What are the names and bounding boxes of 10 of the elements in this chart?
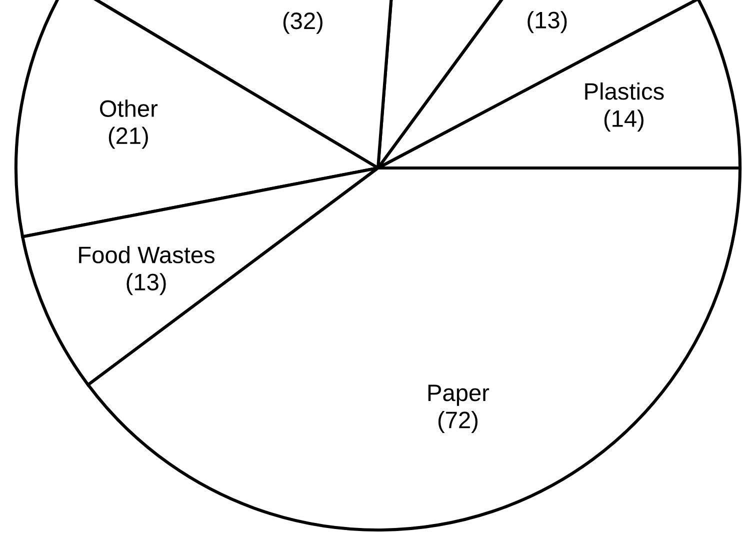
data-label: (72) [438,411,478,434]
data-label: (13) [126,273,166,296]
slice-label: Other [100,100,158,118]
data-label: (14) [604,110,644,132]
slice-label: Plastics [585,82,664,100]
data-label: (21) [108,126,148,149]
data-label: (32) [283,12,322,34]
data-label: (13) [528,11,567,34]
slice-label: Food Wastes [79,246,215,264]
slice-label: Paper [428,384,490,406]
